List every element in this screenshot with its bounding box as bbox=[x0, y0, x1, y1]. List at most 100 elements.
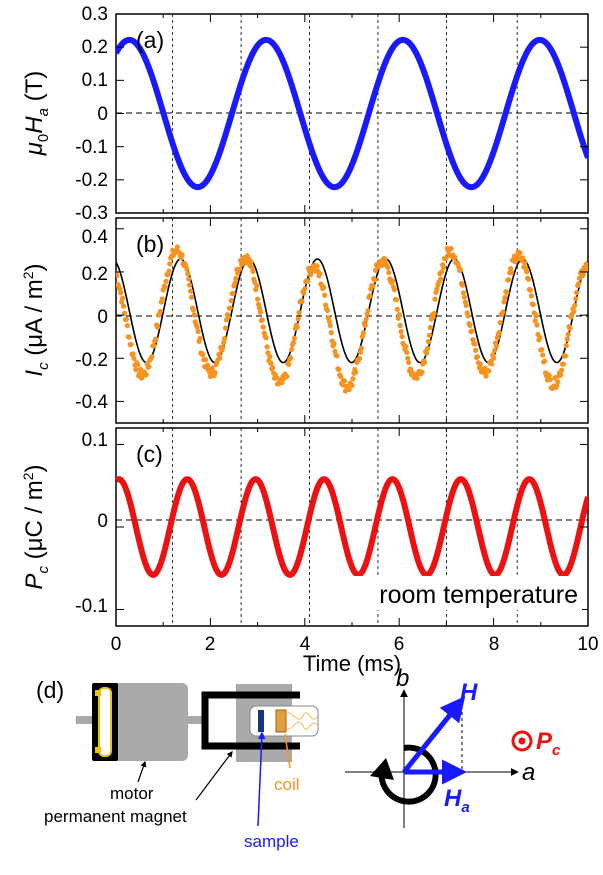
data-point bbox=[322, 302, 329, 308]
data-point bbox=[385, 264, 391, 271]
data-point bbox=[190, 307, 197, 313]
data-point bbox=[217, 355, 223, 361]
data-point bbox=[427, 324, 433, 331]
pc-symbol: Pc bbox=[511, 728, 561, 759]
data-point bbox=[491, 347, 498, 354]
data-point bbox=[425, 338, 432, 345]
series-line bbox=[116, 36, 588, 191]
pc-dot bbox=[518, 737, 526, 745]
data-point bbox=[250, 268, 256, 275]
data-point bbox=[489, 361, 495, 367]
panel-d-diagram: (d) motor permanent magnet sample c bbox=[36, 665, 561, 851]
data-point bbox=[477, 361, 483, 367]
data-point bbox=[398, 328, 404, 335]
data-point bbox=[187, 288, 194, 294]
data-point bbox=[365, 308, 371, 314]
data-point bbox=[474, 354, 481, 360]
data-point bbox=[260, 324, 266, 330]
ytick-label: 0.1 bbox=[82, 70, 108, 91]
data-point bbox=[331, 340, 337, 347]
data-point bbox=[334, 353, 340, 359]
data-point bbox=[317, 271, 323, 277]
data-point bbox=[389, 278, 396, 284]
data-point bbox=[583, 261, 588, 267]
data-point bbox=[367, 293, 373, 299]
ytick-label: -0.3 bbox=[75, 203, 108, 224]
panel-d-label: (d) bbox=[36, 677, 64, 703]
data-point bbox=[284, 373, 290, 380]
data-point bbox=[414, 375, 420, 381]
motor-window bbox=[98, 687, 112, 757]
data-point bbox=[527, 287, 534, 293]
panel-a-series bbox=[116, 36, 588, 191]
data-point bbox=[151, 343, 157, 349]
data-point bbox=[120, 303, 127, 309]
magnet-pointer bbox=[195, 751, 233, 801]
data-point bbox=[404, 349, 410, 356]
motor bbox=[76, 683, 208, 761]
data-point bbox=[133, 367, 139, 373]
data-point bbox=[541, 358, 548, 364]
data-point bbox=[555, 379, 561, 385]
data-point bbox=[358, 345, 365, 351]
data-point bbox=[580, 271, 586, 277]
data-point bbox=[573, 296, 579, 302]
data-point bbox=[517, 250, 523, 256]
data-point bbox=[185, 271, 191, 277]
pc-label: Pc bbox=[536, 728, 561, 759]
data-point bbox=[263, 335, 269, 341]
data-point bbox=[372, 277, 378, 283]
data-point bbox=[396, 311, 402, 318]
data-point bbox=[153, 336, 159, 342]
data-point bbox=[350, 376, 356, 382]
panel-a-label: (a) bbox=[136, 27, 164, 53]
data-point bbox=[564, 336, 570, 342]
data-point bbox=[528, 293, 534, 299]
data-point bbox=[116, 273, 120, 279]
data-point bbox=[179, 252, 185, 258]
data-point bbox=[501, 299, 507, 305]
ytick-label: 0 bbox=[97, 511, 108, 532]
data-point bbox=[407, 366, 414, 372]
ytick-label: 0.1 bbox=[82, 430, 108, 451]
panel-b-yticklabels: 0.4 0.2 0 -0.2 -0.4 bbox=[75, 227, 108, 413]
ytick-label: 0 bbox=[97, 307, 108, 328]
data-point bbox=[256, 305, 263, 311]
sample-label: sample bbox=[244, 832, 299, 851]
magnet-yoke bbox=[201, 691, 300, 750]
data-point bbox=[572, 302, 578, 309]
xtick-label: 8 bbox=[489, 634, 500, 655]
data-point bbox=[167, 261, 173, 267]
data-point bbox=[249, 264, 255, 270]
data-point bbox=[465, 313, 471, 319]
data-point bbox=[232, 280, 238, 286]
vector-diagram: b a H Ha bbox=[345, 665, 535, 828]
data-point bbox=[195, 328, 201, 335]
xtick-label: 2 bbox=[205, 634, 216, 655]
data-point bbox=[149, 354, 155, 360]
panel-c-ticks bbox=[115, 428, 589, 626]
x-axis-title: Time (ms) bbox=[303, 651, 401, 676]
data-point bbox=[422, 359, 428, 365]
data-point bbox=[146, 363, 152, 370]
coil-winding bbox=[275, 709, 287, 733]
h-vector-label: H bbox=[460, 679, 478, 706]
pc-out-of-plane-icon bbox=[511, 730, 533, 752]
h-vector bbox=[402, 696, 466, 774]
data-point bbox=[314, 263, 320, 269]
data-point bbox=[270, 365, 276, 371]
data-point bbox=[233, 275, 239, 282]
motor-pointer bbox=[137, 760, 147, 783]
data-point bbox=[157, 308, 163, 314]
data-point bbox=[540, 352, 546, 358]
ytick-label: 0 bbox=[97, 104, 108, 125]
data-point bbox=[530, 301, 536, 308]
data-point bbox=[463, 302, 469, 309]
motor-shaft-left bbox=[76, 716, 100, 724]
annotation-background bbox=[318, 576, 582, 610]
data-point bbox=[467, 322, 473, 329]
data-point bbox=[554, 383, 560, 389]
data-point bbox=[524, 269, 530, 275]
data-point bbox=[197, 335, 203, 342]
data-point bbox=[493, 343, 500, 349]
